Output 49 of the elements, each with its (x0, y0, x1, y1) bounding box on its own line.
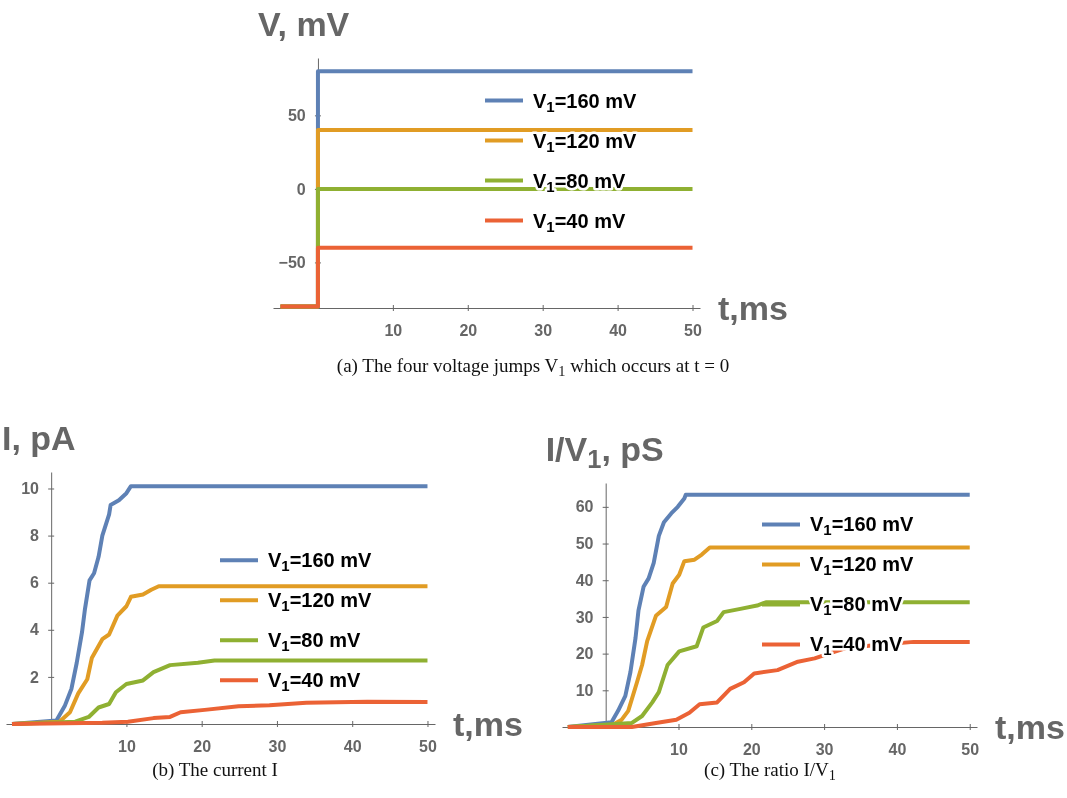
y-tick-label: −50 (278, 254, 306, 272)
x-axis-title: t,ms (995, 708, 1065, 746)
x-tick-label: 30 (815, 741, 834, 759)
legend-label: V$_{1}$=120 mV (268, 589, 373, 614)
legend-label: V$_{1}$=120 mV (533, 129, 638, 155)
text: (a) The four voltage jumps V$_{1}$ which occurs at t = 0 (336, 355, 730, 379)
y-axis-title: I/V$_{1}$, pS (545, 430, 664, 473)
y-tick-label: 20 (575, 645, 594, 663)
x-tick-label: 40 (888, 741, 907, 759)
legend-label: V$_{1}$=80 mV (268, 629, 361, 654)
x-tick-label: 30 (268, 738, 287, 756)
y-tick-label: 0 (296, 180, 306, 198)
y-tick-label: 40 (575, 571, 594, 589)
y-tick-label: 60 (575, 498, 594, 516)
legend-label: V$_{1}$=160 mV (810, 513, 915, 539)
x-tick-label: 40 (609, 322, 628, 340)
x-tick-label: 50 (961, 741, 980, 759)
y-tick-label: 10 (575, 681, 594, 699)
x-tick-label: 20 (742, 741, 761, 759)
x-axis-title: t,ms (453, 705, 523, 743)
x-tick-label: 30 (534, 322, 553, 340)
legend-label: V$_{1}$=160 mV (268, 549, 373, 574)
legend-label: V$_{1}$=40 mV (268, 669, 361, 694)
y-axis-title: I, pA (2, 419, 76, 457)
y-tick-label: 6 (30, 574, 40, 592)
x-axis-title: t,ms (718, 289, 788, 327)
x-tick-label: 10 (384, 322, 403, 340)
x-tick-label: 40 (343, 738, 362, 756)
line-series (10, 699, 430, 726)
x-tick-label: 20 (193, 738, 212, 756)
y-tick-label: 30 (575, 608, 594, 626)
legend-label: V$_{1}$=40 mV (533, 209, 626, 235)
text: (b) The current I (152, 759, 278, 781)
y-tick-label: 4 (30, 621, 40, 639)
x-tick-label: 10 (670, 741, 688, 759)
x-tick-label: 50 (419, 738, 437, 756)
y-tick-label: 10 (21, 480, 40, 498)
y-tick-label: 2 (30, 668, 40, 686)
x-tick-label: 10 (118, 738, 136, 756)
text: (c) The ratio I/V$_{1}$ (704, 759, 836, 783)
legend-label: V$_{1}$=120 mV (810, 553, 915, 579)
y-tick-label: 50 (575, 535, 594, 553)
line-series (565, 639, 972, 729)
x-tick-label: 50 (684, 322, 703, 340)
y-tick-label: 50 (287, 106, 306, 124)
x-tick-label: 20 (459, 322, 478, 340)
y-axis-title: V, mV (257, 5, 350, 43)
y-tick-label: 8 (30, 527, 40, 545)
legend-label: V$_{1}$=160 mV (533, 89, 638, 115)
